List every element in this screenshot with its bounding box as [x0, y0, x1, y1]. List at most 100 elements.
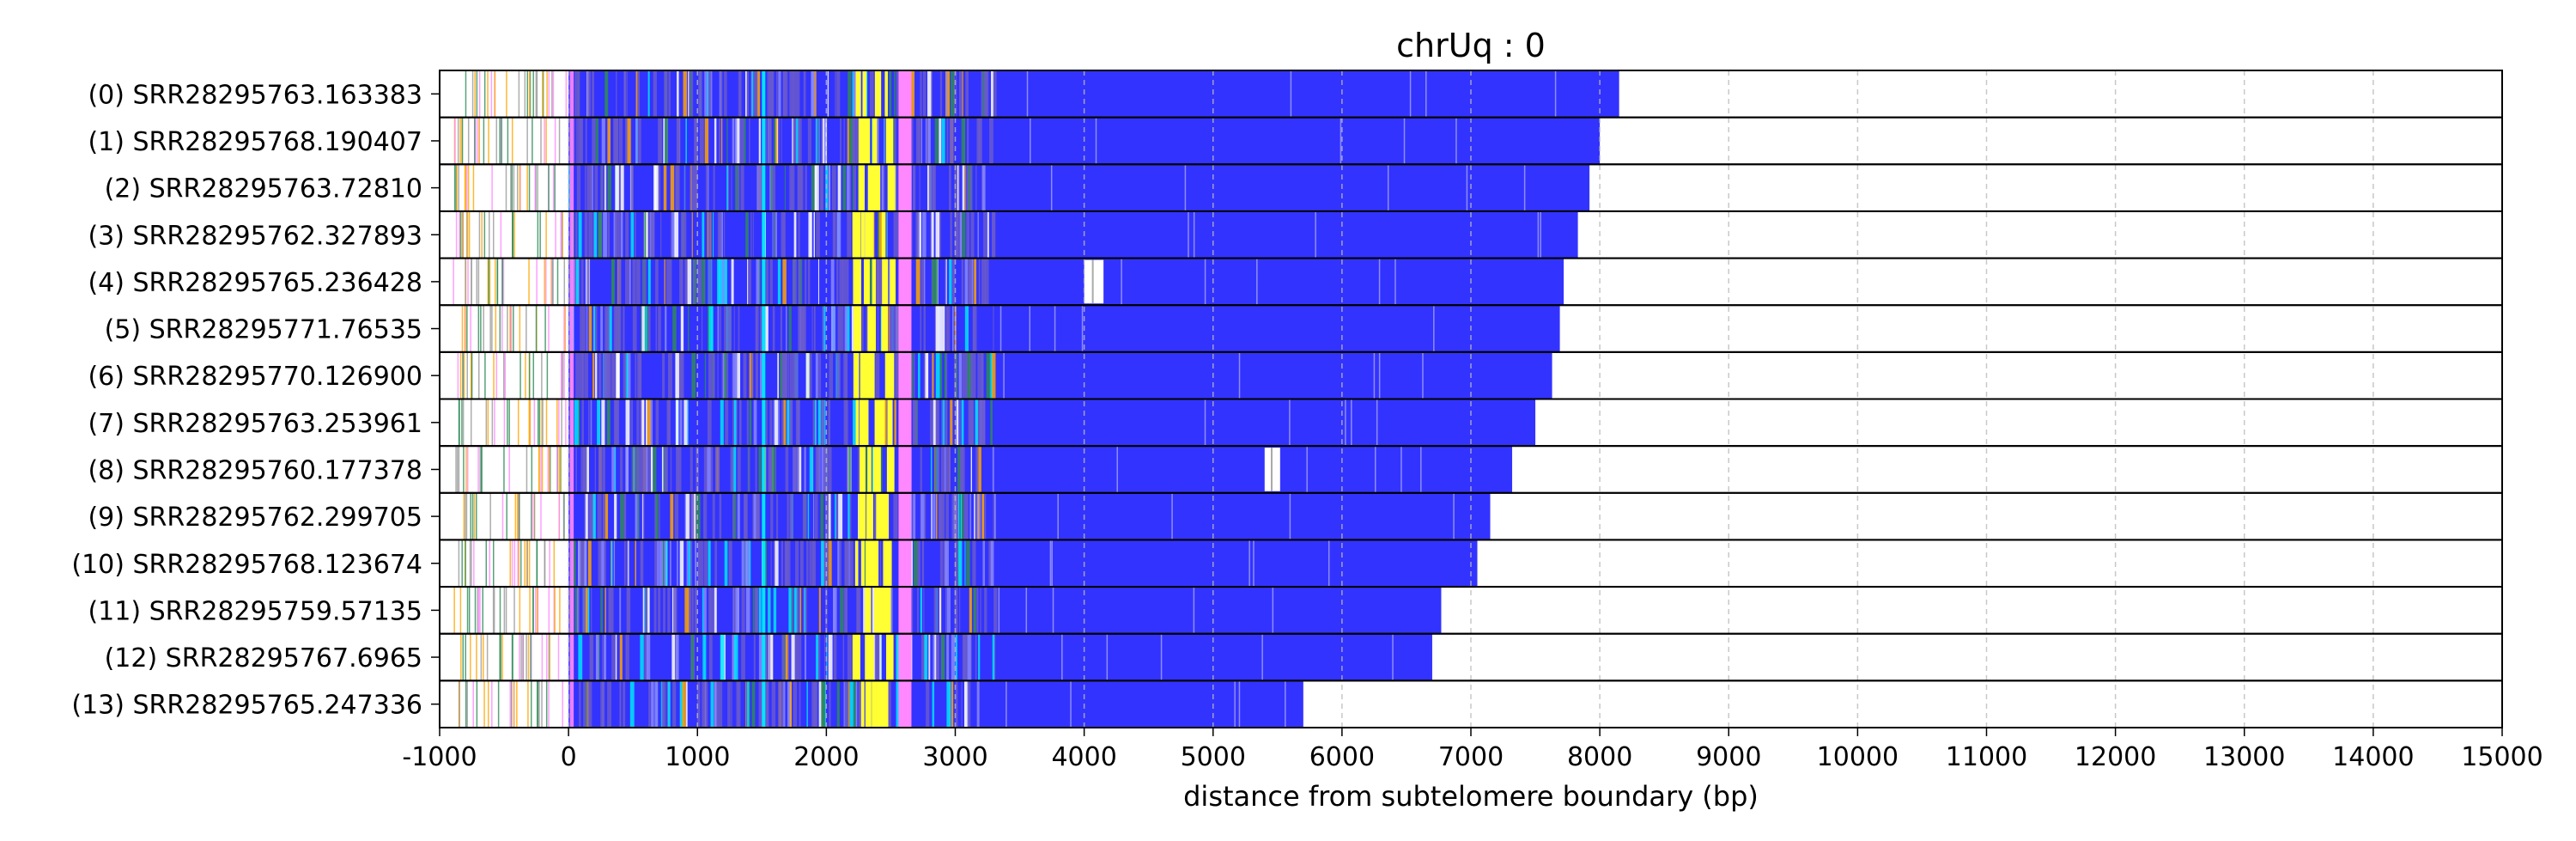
variant-mark: [786, 305, 787, 352]
variant-mark: [665, 258, 671, 306]
variant-mark: [972, 539, 976, 588]
variant-mark: [467, 258, 469, 306]
variant-mark: [1340, 117, 1342, 165]
variant-mark: [576, 117, 578, 165]
variant-mark: [769, 399, 773, 447]
variant-mark: [688, 539, 692, 588]
variant-mark: [746, 399, 749, 447]
read-row: [461, 305, 1560, 352]
variant-mark: [781, 351, 786, 399]
variant-mark: [466, 587, 469, 634]
variant-mark: [552, 70, 555, 118]
variant-mark: [775, 399, 778, 447]
variant-mark: [569, 587, 574, 634]
variant-mark: [494, 70, 496, 118]
variant-mark: [691, 587, 694, 634]
variant-mark: [645, 305, 650, 352]
variant-mark: [974, 492, 975, 540]
variant-mark: [707, 164, 709, 211]
variant-mark: [762, 399, 766, 447]
variant-mark: [717, 210, 722, 259]
variant-mark: [918, 117, 922, 165]
variant-mark: [475, 117, 477, 165]
variant-mark: [951, 117, 954, 165]
variant-mark: [484, 351, 486, 399]
variant-mark: [1184, 164, 1187, 211]
variant-mark: [738, 164, 740, 211]
variant-mark: [989, 351, 993, 399]
variant-mark: [974, 258, 977, 306]
variant-mark: [727, 680, 731, 728]
variant-mark: [959, 70, 961, 118]
variant-mark: [898, 117, 912, 165]
variant-mark: [933, 587, 938, 634]
variant-mark: [675, 633, 679, 681]
variant-mark: [984, 492, 987, 540]
variant-mark: [638, 446, 643, 493]
variant-mark: [592, 305, 598, 352]
variant-mark: [528, 70, 531, 118]
variant-mark: [470, 399, 472, 447]
variant-mark: [526, 539, 529, 588]
variant-mark: [559, 587, 561, 634]
variant-mark: [898, 446, 912, 493]
variant-mark: [542, 399, 544, 447]
variant-mark: [991, 70, 993, 118]
variant-mark: [559, 446, 561, 493]
variant-mark: [747, 258, 749, 306]
variant-mark: [836, 680, 840, 728]
variant-mark: [731, 164, 732, 211]
variant-mark: [491, 680, 493, 728]
variant-mark: [626, 70, 628, 118]
variant-mark: [798, 305, 803, 352]
variant-mark: [664, 446, 668, 493]
variant-mark: [720, 305, 721, 352]
variant-mark: [595, 117, 598, 165]
variant-mark: [795, 399, 800, 447]
variant-mark: [704, 633, 707, 681]
variant-mark: [1378, 258, 1381, 306]
variant-mark: [466, 210, 469, 259]
variant-mark: [795, 117, 799, 165]
variant-mark: [812, 399, 817, 447]
variant-mark: [816, 210, 820, 259]
variant-mark: [847, 210, 852, 259]
variant-mark: [981, 492, 985, 540]
variant-mark: [501, 305, 503, 352]
variant-mark: [941, 399, 945, 447]
variant-mark: [930, 446, 933, 493]
variant-mark: [592, 117, 596, 165]
variant-mark: [476, 258, 478, 306]
variant-mark: [776, 399, 780, 447]
variant-mark: [860, 351, 866, 399]
variant-mark: [563, 305, 565, 352]
variant-mark: [677, 446, 682, 493]
variant-mark: [878, 210, 883, 259]
variant-mark: [823, 446, 826, 493]
variant-mark: [789, 351, 792, 399]
variant-mark: [762, 210, 766, 259]
variant-mark: [930, 399, 933, 447]
variant-mark: [578, 633, 583, 681]
variant-mark: [813, 210, 815, 259]
variant-mark: [459, 210, 462, 259]
variant-mark: [912, 399, 915, 447]
variant-mark: [741, 539, 744, 588]
variant-mark: [854, 210, 861, 259]
variant-mark: [582, 305, 586, 352]
variant-mark: [679, 539, 684, 588]
variant-mark: [733, 305, 735, 352]
variant-mark: [593, 305, 596, 352]
variant-mark: [611, 539, 613, 588]
variant-mark: [636, 258, 641, 306]
variant-mark: [837, 539, 840, 588]
variant-mark: [862, 117, 866, 165]
variant-mark: [990, 539, 994, 588]
variant-mark: [874, 399, 879, 447]
read-bar: [568, 680, 1303, 728]
variant-mark: [874, 633, 878, 681]
variant-mark: [961, 399, 964, 447]
variant-mark: [803, 492, 807, 540]
variant-mark: [956, 492, 960, 540]
variant-mark: [483, 305, 484, 352]
